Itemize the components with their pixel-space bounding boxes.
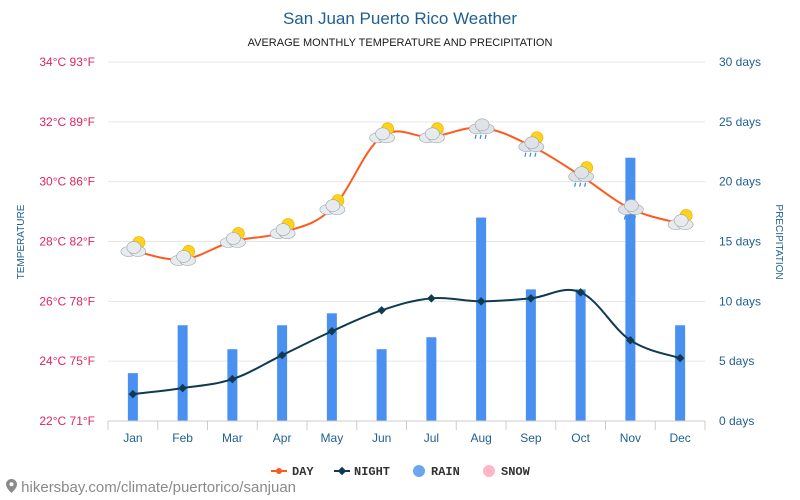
right-axis-tick-label: 15 days xyxy=(719,235,761,249)
month-label: Jul xyxy=(424,431,439,445)
left-axis-tick-label: 32°C 89°F xyxy=(39,115,95,129)
sun-cloud-icon xyxy=(319,194,346,215)
axes: 22°C 71°F 24°C 75°F 26°C 78°F 28°C 82°F 30°C… xyxy=(39,55,761,445)
sun-cloud-icon xyxy=(667,209,694,230)
rain-cloud-icon xyxy=(618,199,644,220)
legend-snow-label: SNOW xyxy=(501,465,531,479)
night-point[interactable] xyxy=(228,374,237,384)
rain-cloud-icon xyxy=(468,118,495,139)
sun-cloud-icon xyxy=(269,218,296,239)
left-axis-tick-label: 24°C 75°F xyxy=(39,354,95,368)
rain-bar[interactable] xyxy=(376,349,387,421)
legend-night[interactable]: NIGHT xyxy=(334,465,390,479)
right-axis-tick-label: 5 days xyxy=(719,354,754,368)
location-pin-icon xyxy=(6,479,21,496)
rain-bar[interactable] xyxy=(177,325,188,421)
month-label: Oct xyxy=(571,431,590,445)
sun-cloud-icon xyxy=(220,227,246,248)
rain-bar[interactable] xyxy=(575,289,586,421)
rain-bar[interactable] xyxy=(426,337,437,421)
month-label: Jan xyxy=(123,431,142,445)
right-axis-title: PRECIPITATION xyxy=(773,204,784,279)
month-label: Sep xyxy=(520,431,542,445)
legend-rain-label: RAIN xyxy=(431,465,460,479)
legend-rain[interactable]: RAIN xyxy=(413,465,460,479)
chart-subtitle: AVERAGE MONTHLY TEMPERATURE AND PRECIPIT… xyxy=(248,37,553,49)
gridlines xyxy=(108,61,705,422)
night-point[interactable] xyxy=(377,306,386,315)
right-axis-tick-label: 10 days xyxy=(719,294,761,308)
footer[interactable]: hikersbay.com/climate/puertorico/sanjuan xyxy=(6,479,296,496)
right-axis-tick-label: 30 days xyxy=(719,55,761,69)
footer-link[interactable]: hikersbay.com/climate/puertorico/sanjuan xyxy=(21,479,297,496)
rain-bar[interactable] xyxy=(625,157,636,421)
legend-day-label: DAY xyxy=(292,465,314,479)
night-point[interactable] xyxy=(178,383,187,393)
night-point[interactable] xyxy=(675,353,685,363)
month-label: Dec xyxy=(669,431,690,445)
month-label: Feb xyxy=(172,431,193,445)
rain-bar[interactable] xyxy=(675,325,686,421)
night-temperature-line xyxy=(132,288,681,396)
legend-snow[interactable]: SNOW xyxy=(483,465,531,479)
month-label: Nov xyxy=(620,431,641,445)
sun-rain-cloud-icon xyxy=(518,131,545,157)
month-label: Aug xyxy=(470,431,491,445)
legend-night-label: NIGHT xyxy=(354,465,390,479)
rain-bar[interactable] xyxy=(227,349,238,421)
month-label: Mar xyxy=(222,431,243,445)
month-label: May xyxy=(321,431,344,445)
left-axis-tick-label: 22°C 71°F xyxy=(39,414,95,428)
rain-bars xyxy=(127,157,686,421)
sun-cloud-icon xyxy=(419,122,445,144)
month-label: Jun xyxy=(372,431,391,445)
legend: DAY NIGHT RAIN SNOW xyxy=(271,465,531,479)
sun-rain-cloud-icon xyxy=(568,161,594,187)
left-axis-tick-label: 34°C 93°F xyxy=(39,55,95,69)
left-axis-title: TEMPERATURE xyxy=(16,204,27,279)
rain-bar[interactable] xyxy=(525,289,536,421)
temperature-lines xyxy=(128,126,685,399)
sun-cloud-icon xyxy=(170,245,196,266)
right-axis-tick-label: 25 days xyxy=(719,115,761,129)
night-point[interactable] xyxy=(427,294,436,303)
right-axis-tick-label: 20 days xyxy=(719,175,761,189)
night-point[interactable] xyxy=(128,389,138,399)
day-temperature-line xyxy=(132,126,681,261)
night-point[interactable] xyxy=(576,288,585,297)
month-label: Apr xyxy=(273,431,292,445)
sun-cloud-icon xyxy=(369,122,395,144)
night-point[interactable] xyxy=(626,335,635,345)
right-axis-tick-label: 0 days xyxy=(719,414,754,428)
left-axis-tick-label: 28°C 82°F xyxy=(39,235,95,249)
night-point[interactable] xyxy=(327,327,337,336)
rain-bar[interactable] xyxy=(476,217,487,421)
night-point[interactable] xyxy=(277,350,287,360)
weather-icons xyxy=(120,118,694,266)
left-axis-tick-label: 30°C 86°F xyxy=(39,175,95,189)
night-point[interactable] xyxy=(526,294,536,303)
left-axis-tick-label: 26°C 78°F xyxy=(39,294,95,308)
chart-title: San Juan Puerto Rico Weather xyxy=(283,9,517,28)
night-point[interactable] xyxy=(476,297,486,306)
legend-day[interactable]: DAY xyxy=(271,465,314,479)
sun-cloud-icon xyxy=(120,236,147,257)
rain-bar[interactable] xyxy=(326,313,337,421)
rain-bar[interactable] xyxy=(277,325,288,421)
